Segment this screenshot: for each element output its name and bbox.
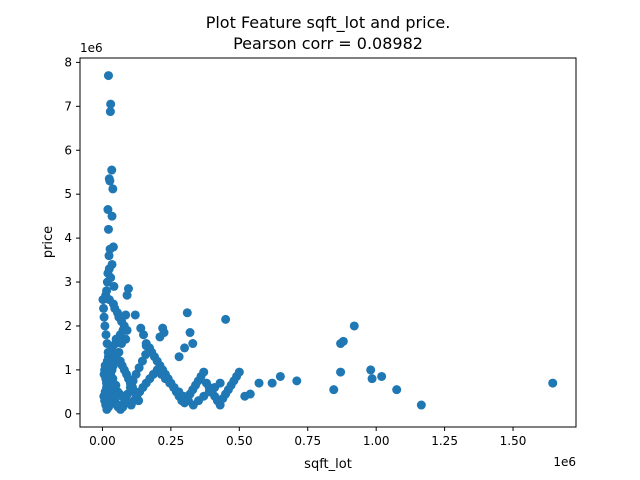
- y-tick-label: 4: [64, 231, 72, 245]
- y-tick-label: 0: [64, 407, 72, 421]
- x-tick-label: 1.00: [363, 434, 390, 448]
- data-point: [292, 376, 302, 386]
- y-axis-label: price: [41, 226, 56, 258]
- y-tick-label: 5: [64, 187, 72, 201]
- data-point: [548, 378, 558, 388]
- data-points: [98, 71, 558, 414]
- data-point: [144, 343, 154, 353]
- data-point: [111, 391, 121, 401]
- y-axis-ticks: 0 1 2 3 4 5 6 7 8: [64, 55, 80, 421]
- chart-title: Plot Feature sqft_lot and price.: [206, 13, 451, 33]
- data-point: [275, 371, 285, 381]
- data-point: [254, 378, 264, 388]
- data-point: [99, 312, 109, 322]
- data-point: [141, 350, 151, 360]
- data-point: [106, 365, 116, 375]
- data-point: [109, 281, 119, 291]
- y-tick-label: 1: [64, 363, 72, 377]
- data-point: [102, 277, 112, 287]
- x-tick-label: 0.00: [89, 434, 116, 448]
- x-tick-label: 1.50: [500, 434, 527, 448]
- data-point: [215, 378, 225, 388]
- y-offset-label: 1e6: [80, 41, 103, 55]
- x-axis-label: sqft_lot: [304, 457, 352, 472]
- data-point: [107, 165, 117, 175]
- data-point: [103, 71, 113, 81]
- y-tick-label: 8: [64, 55, 72, 69]
- y-tick-label: 3: [64, 275, 72, 289]
- data-point: [377, 371, 387, 381]
- data-point: [366, 365, 376, 375]
- data-point: [104, 251, 114, 261]
- data-point: [267, 378, 277, 388]
- data-point: [130, 310, 140, 320]
- data-point: [234, 367, 244, 377]
- data-point: [106, 99, 116, 109]
- data-point: [392, 385, 402, 395]
- data-point: [108, 184, 118, 194]
- data-point: [338, 336, 348, 346]
- data-point: [185, 328, 195, 338]
- data-point: [107, 211, 117, 221]
- data-point: [103, 224, 113, 234]
- data-point: [199, 367, 209, 377]
- data-point: [416, 400, 426, 410]
- x-tick-label: 0.75: [294, 434, 321, 448]
- data-point: [367, 374, 377, 384]
- data-point: [103, 347, 113, 357]
- data-point: [103, 205, 113, 215]
- x-tick-label: 1.25: [431, 434, 458, 448]
- data-point: [105, 107, 115, 117]
- y-tick-label: 7: [64, 99, 72, 113]
- data-point: [245, 389, 255, 399]
- plot-frame: [79, 57, 577, 428]
- data-point: [102, 339, 112, 349]
- data-point: [349, 321, 359, 331]
- data-point: [99, 303, 109, 313]
- y-tick-label: 2: [64, 319, 72, 333]
- data-point: [188, 339, 198, 349]
- data-point: [105, 356, 115, 366]
- x-tick-label: 0.25: [158, 434, 185, 448]
- data-point: [101, 330, 111, 340]
- data-point: [105, 176, 115, 186]
- x-offset-label: 1e6: [553, 455, 576, 469]
- data-point: [174, 352, 184, 362]
- data-point: [117, 339, 127, 349]
- x-tick-label: 0.50: [226, 434, 253, 448]
- data-point: [139, 330, 149, 340]
- data-point: [100, 321, 110, 331]
- data-point: [122, 325, 132, 335]
- y-tick-label: 6: [64, 143, 72, 157]
- data-point: [329, 385, 339, 395]
- data-point: [182, 308, 192, 318]
- data-point: [336, 367, 346, 377]
- data-point: [98, 295, 108, 305]
- data-point: [122, 290, 132, 300]
- data-point: [180, 343, 190, 353]
- x-axis-ticks: 0.00 0.25 0.50 0.75 1.00 1.25 1.50: [89, 427, 526, 448]
- chart-subtitle: Pearson corr = 0.08982: [233, 34, 423, 53]
- data-point: [109, 382, 119, 392]
- data-point: [108, 374, 118, 384]
- data-point: [221, 314, 231, 324]
- data-point: [121, 310, 131, 320]
- data-point: [155, 332, 165, 342]
